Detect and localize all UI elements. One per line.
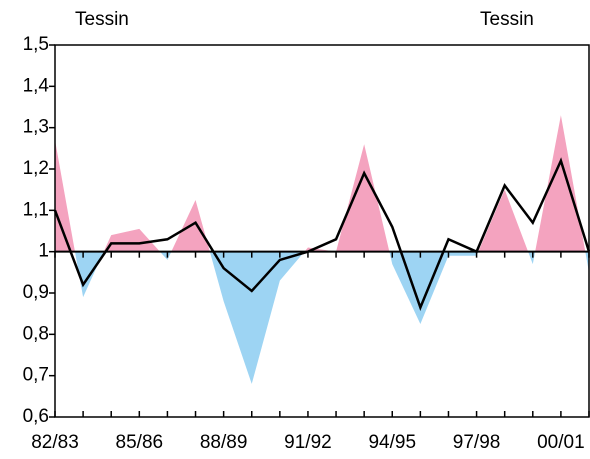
y-tick-label: 0,6 (23, 406, 49, 427)
y-tick-label: 1 (38, 241, 49, 262)
x-tick-label: 88/89 (200, 432, 248, 453)
y-tick-label: 1,4 (23, 75, 50, 96)
y-tick-label: 0,9 (23, 282, 49, 303)
y-tick-label: 1,1 (23, 199, 49, 220)
x-tick-label: 85/86 (116, 432, 164, 453)
x-tick-label: 82/83 (31, 432, 79, 453)
annotation: Tessin (480, 9, 534, 30)
plot-frame (54, 44, 590, 418)
y-tick-label: 0,8 (23, 323, 49, 344)
y-tick-label: 1,3 (23, 117, 49, 138)
y-tick-label: 0,7 (23, 365, 49, 386)
area-positive (55, 115, 586, 252)
line (53, 157, 590, 311)
x-tick-label: 97/98 (453, 432, 501, 453)
y-tick-label: 1,2 (23, 158, 49, 179)
x-tick-label: 00/01 (537, 432, 585, 453)
x-tick-label: 91/92 (284, 432, 332, 453)
x-tick-label: 94/95 (368, 432, 416, 453)
y-tick-label: 1,5 (23, 34, 49, 55)
annotation: Tessin (75, 9, 129, 30)
